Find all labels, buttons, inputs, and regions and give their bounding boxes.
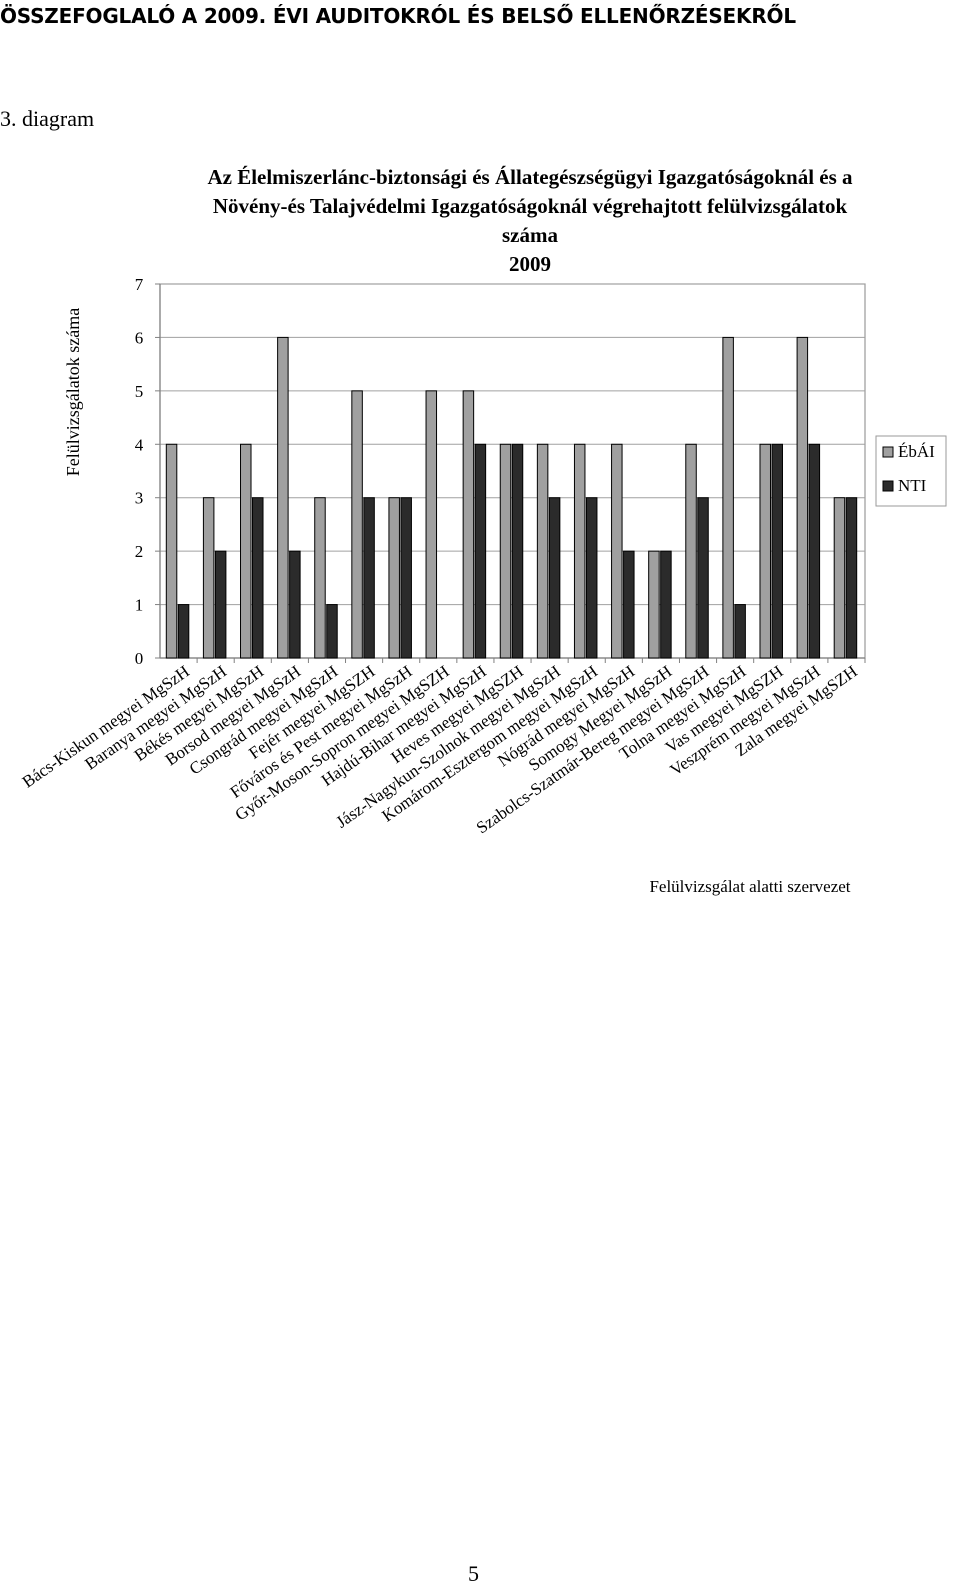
chart-title-line: Növény-és Talajvédelmi Igazgatóságoknál … — [213, 194, 848, 218]
bar-ebai — [536, 443, 549, 659]
bar-ebai — [648, 550, 660, 659]
bar-nti — [845, 497, 858, 659]
bar-ebai — [685, 443, 697, 659]
bar-chart: Az Élelmiszerlánc-biztonsági és Állategé… — [19, 165, 947, 896]
bar-nti — [660, 550, 672, 659]
y-tick-label: 7 — [135, 275, 144, 294]
chart-bars — [165, 336, 866, 663]
x-axis-label: Felülvizsgálat alatti szervezet — [649, 877, 850, 896]
bar-nti — [326, 604, 338, 659]
bar-ebai — [462, 390, 475, 659]
bar-nti — [474, 443, 487, 659]
bar-ebai — [573, 443, 586, 659]
bar-ebai — [759, 443, 771, 659]
bar-nti — [623, 550, 635, 659]
legend-swatch-ebai — [882, 446, 894, 458]
y-tick-label: 3 — [135, 489, 144, 508]
bar-ebai — [351, 390, 363, 659]
y-tick-label: 6 — [135, 328, 144, 347]
page-number: 5 — [468, 1561, 479, 1586]
bar-ebai — [165, 443, 178, 659]
chart-title: Az Élelmiszerlánc-biztonsági és Állategé… — [207, 165, 853, 276]
chart-title-line: száma — [502, 223, 558, 247]
bar-ebai — [240, 443, 252, 659]
legend-label-ebai: ÉbÁI — [898, 442, 935, 461]
y-tick-label: 2 — [135, 542, 144, 561]
bar-nti — [214, 550, 227, 659]
document-header: ÖSSZEFOGLALÓ A 2009. ÉVI AUDITOKRÓL ÉS B… — [0, 4, 796, 28]
chart-title-line: 2009 — [509, 252, 551, 276]
bar-nti — [771, 443, 783, 659]
bar-ebai — [833, 497, 846, 659]
bar-nti — [585, 497, 598, 659]
bar-nti — [252, 497, 264, 659]
bar-nti — [363, 497, 375, 659]
bar-nti — [177, 604, 190, 659]
bar-ebai — [388, 497, 400, 659]
bar-ebai — [796, 336, 809, 659]
legend-label-nti: NTI — [898, 476, 927, 495]
y-axis-label: Felülvizsgálatok száma — [63, 308, 83, 476]
bar-nti — [697, 497, 709, 659]
bar-ebai — [202, 497, 215, 659]
chart-legend: ÉbÁI NTI — [875, 435, 947, 507]
y-tick-label: 5 — [135, 382, 144, 401]
y-tick-label: 0 — [135, 649, 144, 668]
bar-ebai — [499, 443, 512, 659]
diagram-caption: 3. diagram — [0, 106, 95, 131]
bar-nti — [400, 497, 412, 659]
bar-nti — [289, 550, 301, 659]
bar-ebai — [611, 443, 623, 659]
chart-title-line: Az Élelmiszerlánc-biztonsági és Állategé… — [207, 165, 853, 189]
bar-nti — [808, 443, 821, 659]
bar-nti — [734, 604, 746, 659]
y-tick-label: 1 — [135, 596, 144, 615]
y-tick-label: 4 — [135, 435, 144, 454]
y-axis-ticks: 0 1 2 3 4 5 6 7 — [135, 275, 160, 668]
bar-nti — [511, 443, 524, 659]
bar-ebai — [722, 336, 734, 659]
bar-nti — [548, 497, 561, 659]
bar-ebai — [314, 497, 326, 659]
bar-ebai — [277, 336, 289, 659]
legend-swatch-nti — [882, 480, 894, 492]
bar-ebai — [425, 390, 438, 659]
